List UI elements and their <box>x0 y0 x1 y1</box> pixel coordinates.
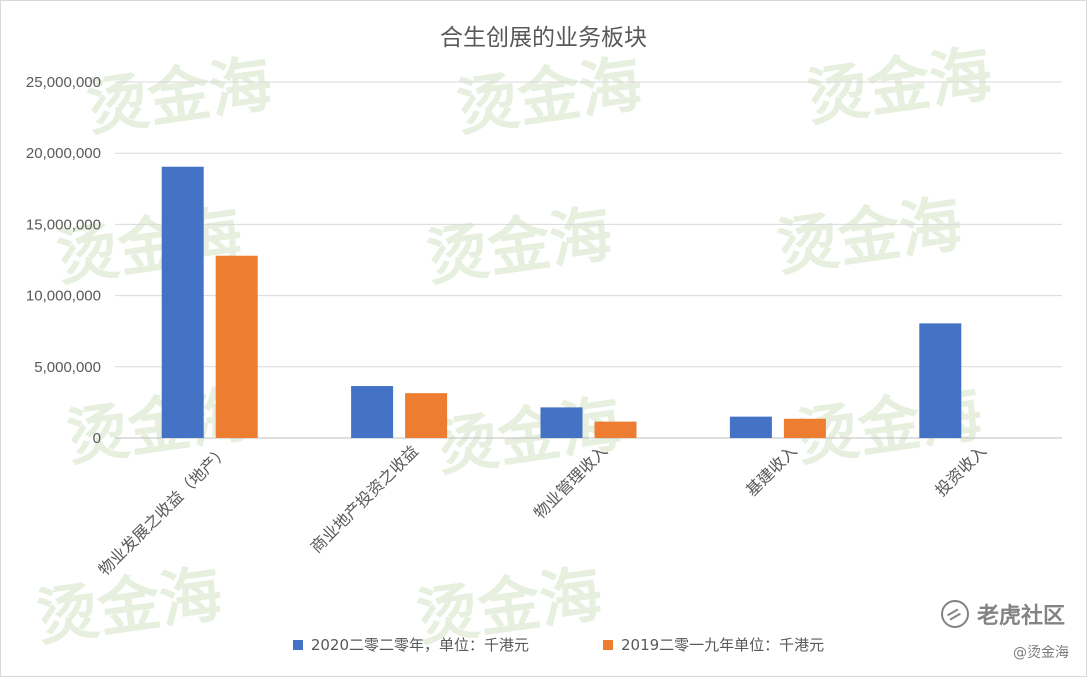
watermark-platform: 老虎社区 <box>976 604 1065 629</box>
y-tick-label: 25,000,000 <box>26 74 101 91</box>
bar-2019-0[interactable] <box>215 255 258 438</box>
bar-2019-3[interactable] <box>783 418 826 438</box>
chart-title: 合生创展的业务板块 <box>440 25 647 51</box>
bar-2019-1[interactable] <box>405 393 448 438</box>
bar-2019-2[interactable] <box>594 421 637 438</box>
y-tick-label: 10,000,000 <box>26 288 101 305</box>
x-category-label: 基建收入 <box>742 441 801 500</box>
legend-item-2019[interactable]: 2019二零一九年单位：千港元 <box>603 634 824 655</box>
watermark-mark: 烫金海 <box>422 197 616 295</box>
y-tick-label: 15,000,000 <box>26 216 101 233</box>
bar-2020-1[interactable] <box>351 386 394 438</box>
bars <box>161 166 962 438</box>
watermark-mark: 烫金海 <box>452 47 646 145</box>
bar-2020-0[interactable] <box>161 166 204 438</box>
watermark-mark: 烫金海 <box>802 37 996 135</box>
legend-swatch-2020 <box>292 639 303 650</box>
legend-label-2019: 2019二零一九年单位：千港元 <box>621 636 825 654</box>
legend-label-2020: 2020二零二零年，单位：千港元 <box>310 636 529 654</box>
legend: 2020二零二零年，单位：千港元 2019二零一九年单位：千港元 <box>0 634 1087 655</box>
gridlines <box>115 81 1062 439</box>
author-watermark: @烫金海 <box>1013 645 1069 661</box>
bar-2020-4[interactable] <box>919 323 962 438</box>
y-tick-label: 20,000,000 <box>26 145 101 162</box>
watermark-mark: 烫金海 <box>772 187 966 285</box>
y-axis: 0 5,000,000 10,000,000 15,000,000 20,000,000… <box>26 74 101 447</box>
y-tick-label: 5,000,000 <box>34 359 101 376</box>
legend-item-2020[interactable]: 2020二零二零年，单位：千港元 <box>292 634 529 655</box>
tiger-community-watermark: 老虎社区 <box>940 598 1065 630</box>
bar-2020-3[interactable] <box>729 416 772 438</box>
bar-2020-2[interactable] <box>540 407 583 438</box>
y-tick-label: 0 <box>93 430 101 447</box>
tiger-logo-icon <box>940 600 969 628</box>
legend-swatch-2019 <box>603 639 613 650</box>
x-category-label: 商业地产投资之收益 <box>307 441 422 556</box>
watermark-mark: 烫金海 <box>82 47 276 145</box>
